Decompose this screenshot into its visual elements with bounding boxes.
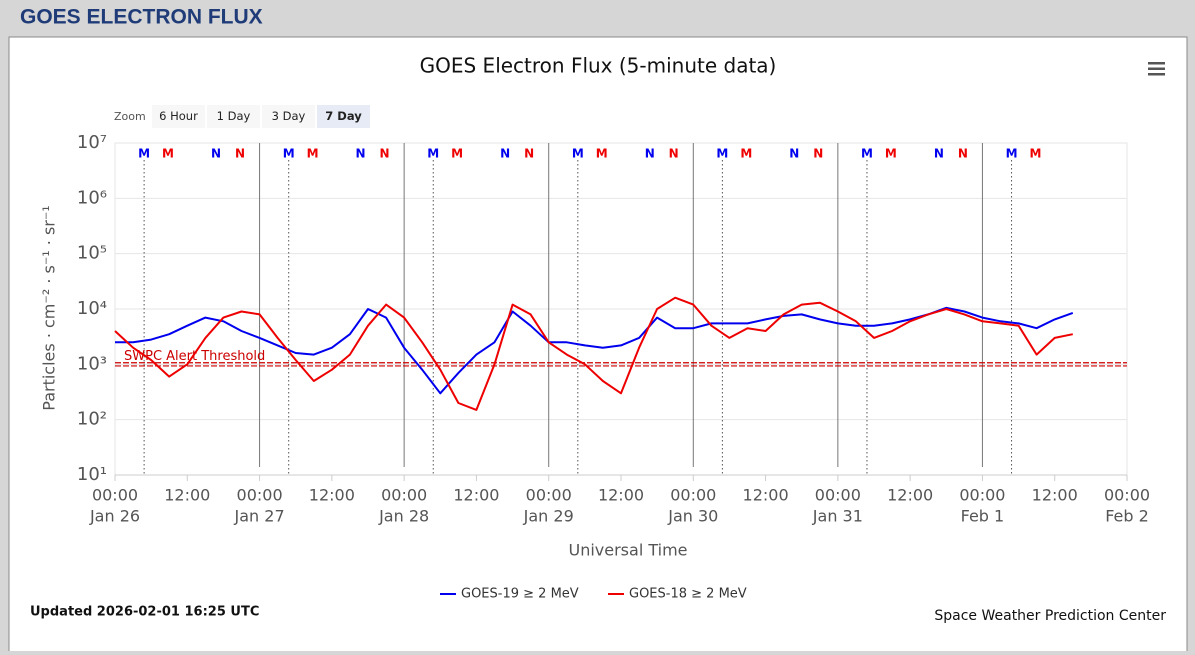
marker-label: M [596,147,608,161]
credit-text: Space Weather Prediction Center [934,608,1166,624]
zoom-button-label: 3 Day [272,109,306,123]
menu-bar [1148,67,1165,70]
marker-label: N [958,147,968,161]
x-tick-label: 12:00 [1032,486,1078,505]
x-tick-label: 12:00 [743,486,789,505]
page-title: GOES ELECTRON FLUX [20,6,263,29]
marker-label: M [572,147,584,161]
marker-label: M [861,147,873,161]
marker-label: M [162,147,174,161]
x-tick-sublabel: Jan 27 [234,507,285,526]
y-tick-label: 10⁶ [77,187,107,208]
menu-button[interactable] [1148,62,1165,76]
x-tick-label: 00:00 [1104,486,1150,505]
series-line [114,296,1074,411]
x-tick-label: 00:00 [670,486,716,505]
marker-label: M [740,147,752,161]
zoom-button[interactable] [207,105,260,128]
zoom-button[interactable] [152,105,205,128]
marker-label: M [283,147,295,161]
zoom-button[interactable] [317,105,370,128]
marker-label: N [380,147,390,161]
marker-label: M [427,147,439,161]
x-tick-label: 00:00 [92,486,138,505]
marker-label: M [1029,147,1041,161]
y-tick-label: 10³ [77,353,107,374]
marker-label: N [934,147,944,161]
zoom-button-label: 6 Hour [159,109,198,123]
x-tick-sublabel: Jan 29 [523,507,574,526]
chart-title: GOES Electron Flux (5-minute data) [420,54,777,78]
y-tick-label: 10⁴ [77,298,107,319]
menu-bar [1148,62,1165,65]
y-tick-label: 10² [77,409,107,430]
y-axis-label: Particles · cm⁻² · s⁻¹ · sr⁻¹ [40,205,59,410]
y-tick-label: 10¹ [77,464,107,485]
x-tick-label: 12:00 [309,486,355,505]
x-tick-sublabel: Jan 28 [378,507,429,526]
x-tick-sublabel: Jan 26 [89,507,140,526]
marker-label: M [138,147,150,161]
menu-bar [1148,73,1165,76]
marker-label: N [500,147,510,161]
marker-label: M [885,147,897,161]
updated-text: Updated 2026-02-01 16:25 UTC [30,605,259,620]
x-tick-sublabel: Feb 2 [1105,507,1149,526]
legend-label[interactable]: GOES-19 ≥ 2 MeV [461,587,579,602]
marker-label: N [356,147,366,161]
marker-label: N [789,147,799,161]
zoom-button-label: 1 Day [217,109,251,123]
x-tick-label: 12:00 [164,486,210,505]
legend-label[interactable]: GOES-18 ≥ 2 MeV [629,587,747,602]
chart-panel [8,36,1188,655]
x-tick-label: 12:00 [453,486,499,505]
y-tick-label: 10⁷ [77,132,107,153]
x-tick-label: 00:00 [959,486,1005,505]
x-tick-label: 00:00 [237,486,283,505]
x-tick-label: 12:00 [887,486,933,505]
marker-label: N [211,147,221,161]
x-tick-label: 00:00 [526,486,572,505]
threshold-label: SWPC Alert Threshold [124,349,265,364]
x-tick-label: 00:00 [815,486,861,505]
marker-label: M [307,147,319,161]
x-tick-label: 00:00 [381,486,427,505]
marker-label: N [669,147,679,161]
series-line [115,306,1074,395]
x-tick-sublabel: Feb 1 [961,507,1005,526]
marker-label: N [524,147,534,161]
marker-label: N [645,147,655,161]
x-tick-sublabel: Jan 30 [667,507,718,526]
marker-label: M [716,147,728,161]
zoom-button[interactable] [262,105,315,128]
marker-label: N [235,147,245,161]
marker-label: N [813,147,823,161]
marker-label: M [1006,147,1018,161]
zoom-buttons: 6 Hour 1 Day 3 Day 7 Day [152,105,370,128]
marker-label: M [451,147,463,161]
zoom-label: Zoom [114,110,146,123]
x-axis-label: Universal Time [568,541,687,560]
x-tick-label: 12:00 [598,486,644,505]
zoom-button-label: 7 Day [325,109,362,123]
x-tick-sublabel: Jan 31 [812,507,863,526]
y-tick-label: 10⁵ [77,243,107,264]
